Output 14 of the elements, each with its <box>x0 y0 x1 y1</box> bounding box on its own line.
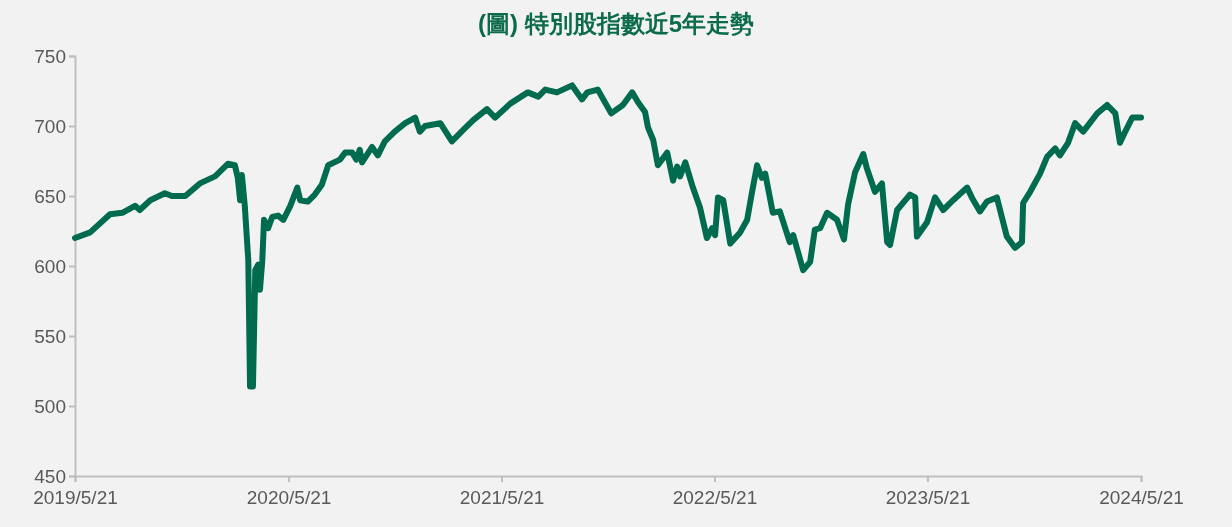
x-tick-label: 2019/5/21 <box>33 487 118 508</box>
x-tick-label: 2024/5/21 <box>1099 487 1184 508</box>
y-tick-label: 450 <box>34 465 66 487</box>
x-tick-label: 2023/5/21 <box>885 487 971 508</box>
x-tick-label: 2020/5/21 <box>246 487 332 508</box>
chart-title: (圖) 特別股指數近5年走勢 <box>478 10 754 37</box>
y-tick-label: 700 <box>34 115 66 137</box>
x-tick-label: 2021/5/21 <box>459 487 545 508</box>
y-tick-label: 650 <box>34 185 66 207</box>
y-tick-label: 750 <box>34 45 66 67</box>
y-tick-label: 500 <box>34 395 66 417</box>
x-tick-label: 2022/5/21 <box>672 487 758 508</box>
y-tick-label: 550 <box>34 325 66 347</box>
y-tick-label: 600 <box>34 255 66 277</box>
